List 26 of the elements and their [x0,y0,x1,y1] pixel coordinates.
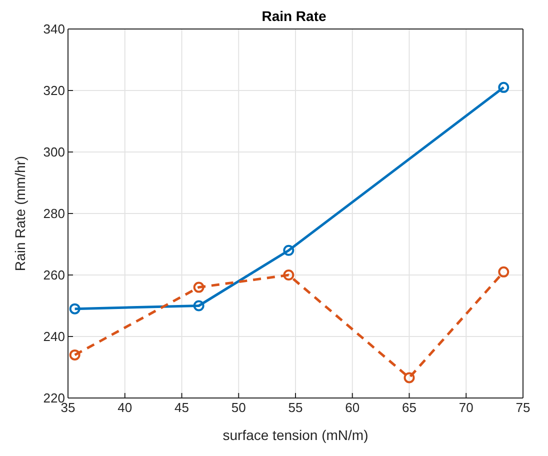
y-tick-label: 320 [43,83,65,98]
point [404,372,415,384]
y-tick-label: 280 [43,206,65,222]
point [69,303,80,314]
point [283,244,294,256]
x-tick-label: 40 [118,400,132,416]
x-tick-label: 55 [288,400,303,416]
y-tick-label: 340 [43,22,65,37]
point [498,266,510,278]
x-tick-label: 65 [402,400,416,416]
y-axis-title: Rain Rate (mm/hr) [12,156,28,272]
x-axis-title: surface tension (mN/m) [222,427,368,443]
y-tick-label: 240 [43,329,65,344]
point [193,300,204,312]
y-tick-label: 300 [43,144,65,160]
point [69,349,80,360]
x-tick-label: 60 [345,400,360,416]
y-tick-label: 260 [43,268,65,283]
x-tick-label: 50 [231,400,246,416]
x-tick-label: 45 [174,400,189,416]
chart-title: Rain Rate [260,8,328,24]
x-tick-label: 70 [458,400,474,416]
x-tick-label: 75 [516,400,530,416]
point [498,82,510,93]
point [193,282,204,293]
point [283,270,294,280]
